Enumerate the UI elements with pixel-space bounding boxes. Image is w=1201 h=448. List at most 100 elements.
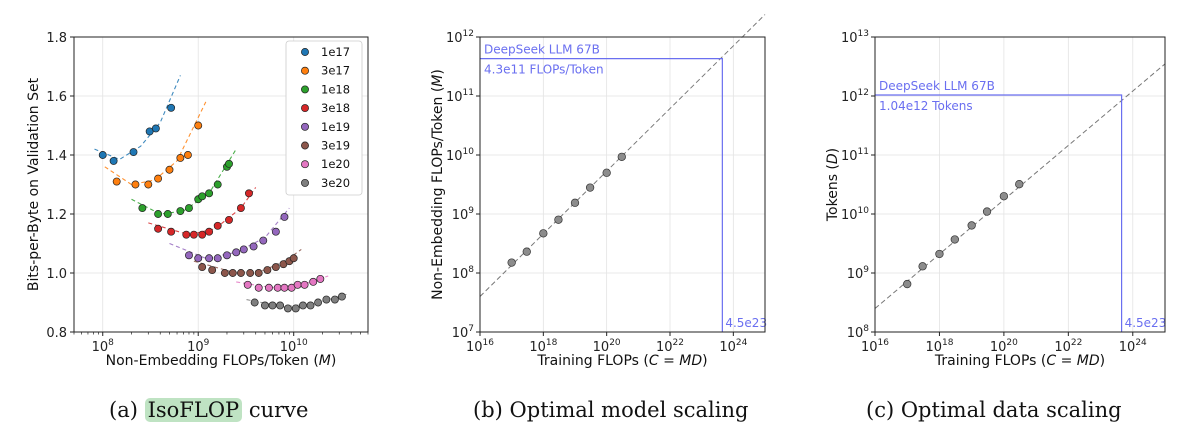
annotation-guide — [875, 94, 1123, 332]
caption-b-text: Optimal model scaling — [509, 398, 749, 422]
legend-box — [285, 40, 363, 196]
y-tick-label: 107 — [452, 324, 474, 341]
data-point — [617, 152, 626, 162]
data-point — [539, 229, 548, 238]
x-tick-label: 1016 — [466, 338, 494, 355]
fit-line — [874, 63, 1166, 309]
data-point-1e17 — [151, 124, 160, 133]
data-point-3e20 — [276, 301, 285, 310]
data-point-3e20 — [306, 301, 315, 310]
data-point-3e17 — [183, 151, 192, 159]
data-point-3e18 — [245, 189, 253, 198]
data-point-1e17 — [167, 103, 176, 112]
data-point-3e20 — [291, 304, 300, 313]
data-point — [507, 258, 516, 267]
data-point — [935, 249, 944, 259]
data-point-3e18 — [198, 230, 207, 239]
fit-curve-1e18 — [131, 148, 237, 215]
data-point-3e20 — [250, 298, 259, 307]
data-point-3e20 — [299, 301, 307, 310]
data-point-3e20 — [322, 295, 331, 304]
data-point-1e17 — [129, 148, 138, 156]
data-point-1e18 — [198, 192, 207, 201]
fit-curve-3e17 — [104, 101, 207, 186]
model-scaling-chart: DeepSeek LLM 67B 4.3e11 FLOPs/Token 4.5e23… — [430, 14, 767, 369]
data-point-1e18 — [176, 207, 185, 215]
data-point-3e18 — [225, 215, 233, 224]
data-point-3e19 — [271, 263, 280, 272]
data-point — [999, 192, 1009, 201]
legend-marker — [301, 66, 309, 75]
data-point-1e20 — [300, 280, 309, 289]
data-point-3e17 — [154, 174, 163, 183]
data-point — [554, 215, 563, 224]
annotation-flops-label: 4.5e23 — [1125, 316, 1167, 330]
y-tick-label: 0.8 — [46, 326, 67, 341]
x-tick-label: 1022 — [1054, 338, 1082, 355]
x-tick-label: 1020 — [593, 338, 621, 355]
data-point-1e17 — [98, 151, 107, 159]
data-point-1e18 — [154, 210, 163, 218]
y-tick-label: 108 — [452, 265, 475, 282]
caption-a-prefix: (a) — [109, 398, 138, 422]
data-point-3e20 — [268, 301, 277, 310]
plot-frame — [479, 36, 766, 333]
y-axis-label: Bits-per-Byte on Validation Set — [26, 77, 42, 291]
y-tick-label: 1010 — [446, 147, 474, 164]
data-point-3e18 — [167, 227, 176, 236]
isoflop-chart: 0.8 1.0 1.2 1.4 1.6 1.8 Non-Embedding FLOPs/To… — [26, 31, 369, 369]
y-tick-label: 1.6 — [46, 90, 67, 105]
plot-frame — [874, 36, 1166, 333]
data-point-1e19 — [194, 254, 203, 263]
data-point-3e20 — [314, 298, 323, 307]
annotation-value-label: 4.3e11 FLOPs/Token — [484, 63, 604, 77]
data-point-1e20 — [243, 280, 252, 289]
data-point — [903, 279, 912, 289]
annotation-guide — [480, 58, 723, 332]
data-point — [1015, 180, 1024, 189]
data-point — [585, 183, 595, 192]
data-point-3e18 — [189, 230, 198, 239]
y-tick-label: 1012 — [446, 29, 474, 46]
y-tick-label: 1011 — [446, 88, 474, 105]
data-point-3e20 — [337, 292, 346, 301]
data-point-1e18 — [205, 189, 214, 198]
data-point-1e18 — [185, 204, 193, 213]
data-point-1e19 — [232, 248, 241, 257]
x-axis-label: Non-Embedding FLOPs/Token (M) — [106, 353, 337, 369]
data-point-3e17 — [165, 165, 174, 174]
data-point-3e17 — [144, 180, 153, 189]
data-point-3e19 — [220, 269, 229, 277]
legend-label: 1e18 — [321, 82, 350, 96]
legend-marker — [301, 48, 309, 56]
caption-c: (c) Optimal data scaling — [866, 398, 1122, 422]
legend-marker — [301, 160, 309, 169]
x-tick-label: 1016 — [861, 338, 889, 355]
data-point-3e20 — [330, 295, 339, 304]
data-point-1e18 — [163, 210, 172, 218]
data-point-3e20 — [261, 301, 269, 310]
caption-c-text: Optimal data scaling — [900, 398, 1122, 422]
caption-b: (b) Optimal model scaling — [473, 398, 748, 422]
data-point-3e19 — [236, 269, 245, 277]
legend-marker — [301, 104, 309, 113]
data-point-1e19 — [259, 236, 268, 245]
y-axis-label: Tokens (D) — [825, 148, 841, 222]
y-tick-label: 1.0 — [46, 267, 67, 282]
x-axis-label: Training FLOPs (C = MD) — [934, 353, 1105, 369]
legend-marker — [301, 85, 309, 94]
data-point-1e20 — [264, 283, 273, 292]
data-point-3e19 — [198, 263, 207, 272]
data-point-3e17 — [112, 177, 121, 186]
x-tick-label: 1010 — [280, 338, 308, 355]
data-point-3e19 — [263, 266, 272, 274]
data-point-1e19 — [213, 254, 222, 263]
legend-marker — [301, 122, 309, 131]
data-point-1e19 — [239, 245, 248, 254]
data-scaling-chart: DeepSeek LLM 67B 1.04e12 Tokens 4.5e23 Trai… — [825, 36, 1167, 369]
data-point-1e20 — [293, 280, 302, 289]
y-tick-label: 1012 — [841, 88, 869, 105]
data-point-1e20 — [309, 277, 318, 286]
data-point — [982, 207, 992, 216]
data-point-1e18 — [138, 204, 147, 213]
